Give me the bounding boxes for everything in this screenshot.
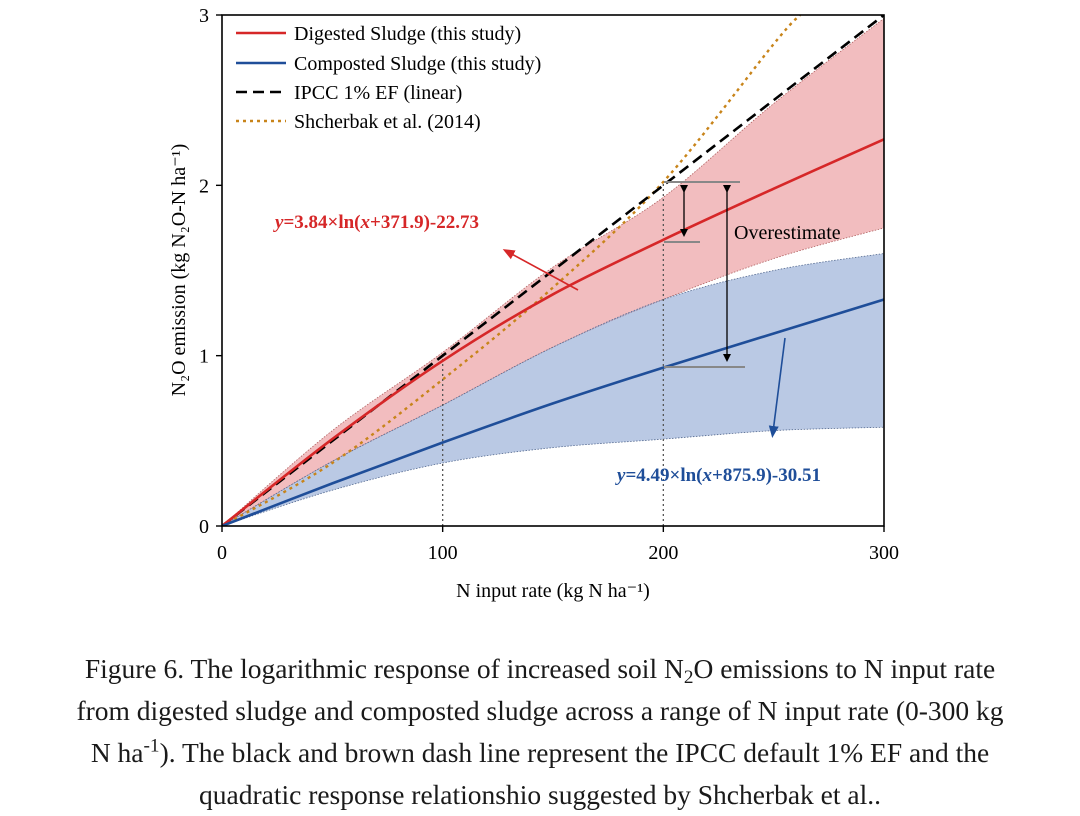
series-line-digested bbox=[222, 138, 884, 526]
overestimate-label: Overestimate bbox=[734, 222, 841, 244]
band-composted bbox=[222, 253, 884, 526]
caption-line-2: from digested sludge and composted sludg… bbox=[76, 695, 1004, 726]
x-tick-label: 200 bbox=[648, 542, 678, 564]
x-tick-label: 0 bbox=[217, 542, 227, 564]
caption-line-4: quadratic response relationshio suggeste… bbox=[199, 779, 881, 810]
legend-label-shcherbak: Shcherbak et al. (2014) bbox=[294, 111, 481, 133]
y-tick-label: 1 bbox=[199, 346, 209, 368]
composted-equation-arrow bbox=[768, 337, 786, 438]
x-axis-title: N input rate (kg N ha⁻¹) bbox=[456, 580, 650, 602]
digested-equation-arrow bbox=[502, 249, 579, 291]
y-axis-title: N₂O emission (kg N₂O-N ha⁻¹) bbox=[168, 144, 190, 397]
plot-frame bbox=[221, 14, 885, 527]
x-tick-label: 300 bbox=[869, 542, 899, 564]
series-line-shcherbak bbox=[222, 15, 801, 526]
legend-label-digested: Digested Sludge (this study) bbox=[294, 23, 521, 45]
series-line-ipcc bbox=[222, 15, 884, 526]
series-line-composted bbox=[222, 298, 884, 526]
figure-caption: Figure 6. The logarithmic response of in… bbox=[0, 648, 1080, 816]
chart: Overestimate y=3.84×ln(x+371.9)-22.73 y=… bbox=[168, 5, 899, 602]
digested-equation: y=3.84×ln(x+371.9)-22.73 bbox=[273, 212, 479, 233]
y-tick-label: 3 bbox=[199, 5, 209, 27]
composted-equation: y=4.49×ln(x+875.9)-30.51 bbox=[615, 465, 821, 486]
axis-ticks: 0 100 200 300 0 1 2 3 bbox=[199, 5, 899, 564]
y-tick-label: 2 bbox=[199, 175, 209, 197]
legend: Digested Sludge (this study) Composted S… bbox=[236, 23, 541, 133]
caption-line-3: N ha-1). The black and brown dash line r… bbox=[90, 735, 990, 768]
legend-label-composted: Composted Sludge (this study) bbox=[294, 53, 541, 75]
caption-line-1: Figure 6. The logarithmic response of in… bbox=[84, 653, 996, 688]
overestimate-annotation: Overestimate bbox=[664, 181, 841, 368]
y-tick-label: 0 bbox=[199, 516, 209, 538]
x-tick-label: 100 bbox=[428, 542, 458, 564]
legend-label-ipcc: IPCC 1% EF (linear) bbox=[294, 82, 462, 104]
